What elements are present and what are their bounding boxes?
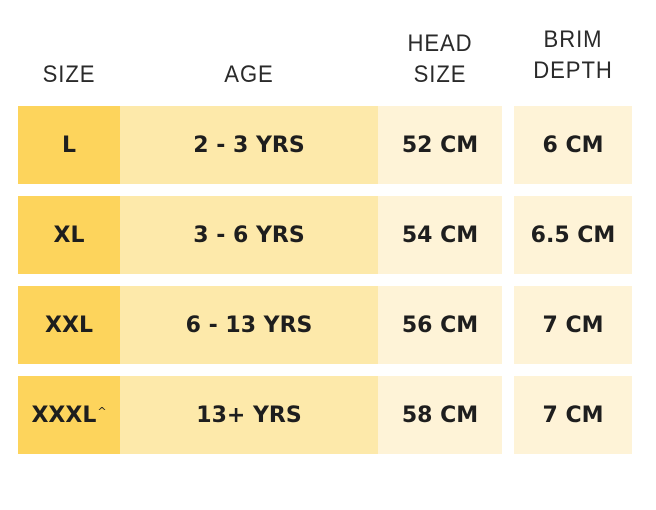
table-cell: XXXL ^	[18, 376, 120, 454]
cell-text: 2 - 3 YRS	[193, 132, 305, 158]
table-cell: 56 CM	[378, 286, 502, 364]
table-cell: XL	[18, 196, 120, 274]
header-line: AGE	[224, 61, 274, 88]
cell-text: 13+ YRS	[196, 402, 302, 428]
table-cell: 2 - 3 YRS	[120, 106, 378, 184]
size-label: L	[61, 132, 77, 158]
cell-text: 6 - 13 YRS	[185, 312, 313, 338]
cell-text: 6 CM	[542, 132, 604, 158]
table-cell: XXL	[18, 286, 120, 364]
table-cell: 54 CM	[378, 196, 502, 274]
header-line: SIZE	[413, 61, 467, 88]
header-line: HEAD	[407, 30, 473, 57]
size-label: XXXL	[31, 402, 97, 428]
table-cell: 13+ YRS	[120, 376, 378, 454]
table-cell: 6 CM	[514, 106, 632, 184]
table-cell: L	[18, 106, 120, 184]
size-note-mark: ^	[97, 404, 107, 418]
table-cell: 6.5 CM	[514, 196, 632, 274]
column-header: BRIM DEPTH	[519, 24, 628, 86]
cell-text: 7 CM	[542, 312, 604, 338]
table-cell: 7 CM	[514, 286, 632, 364]
cell-text: 56 CM	[401, 312, 479, 338]
table-cell: 7 CM	[514, 376, 632, 454]
table-cell: 3 - 6 YRS	[120, 196, 378, 274]
cell-text: 52 CM	[401, 132, 479, 158]
column-header: HEAD SIZE	[383, 28, 497, 90]
table-cell: 58 CM	[378, 376, 502, 454]
cell-text: 3 - 6 YRS	[193, 222, 305, 248]
column-header: SIZE	[22, 59, 116, 90]
cell-text: 7 CM	[542, 402, 604, 428]
table-cell: 6 - 13 YRS	[120, 286, 378, 364]
cell-text: 58 CM	[401, 402, 479, 428]
cell-text: 6.5 CM	[530, 222, 616, 248]
table-cell: 52 CM	[378, 106, 502, 184]
header-line: DEPTH	[533, 57, 613, 84]
size-label: XL	[53, 222, 85, 248]
header-line: SIZE	[42, 61, 96, 88]
size-label: XXL	[45, 312, 93, 338]
column-header: AGE	[130, 59, 367, 90]
header-line: BRIM	[543, 26, 603, 53]
cell-text: 54 CM	[401, 222, 479, 248]
